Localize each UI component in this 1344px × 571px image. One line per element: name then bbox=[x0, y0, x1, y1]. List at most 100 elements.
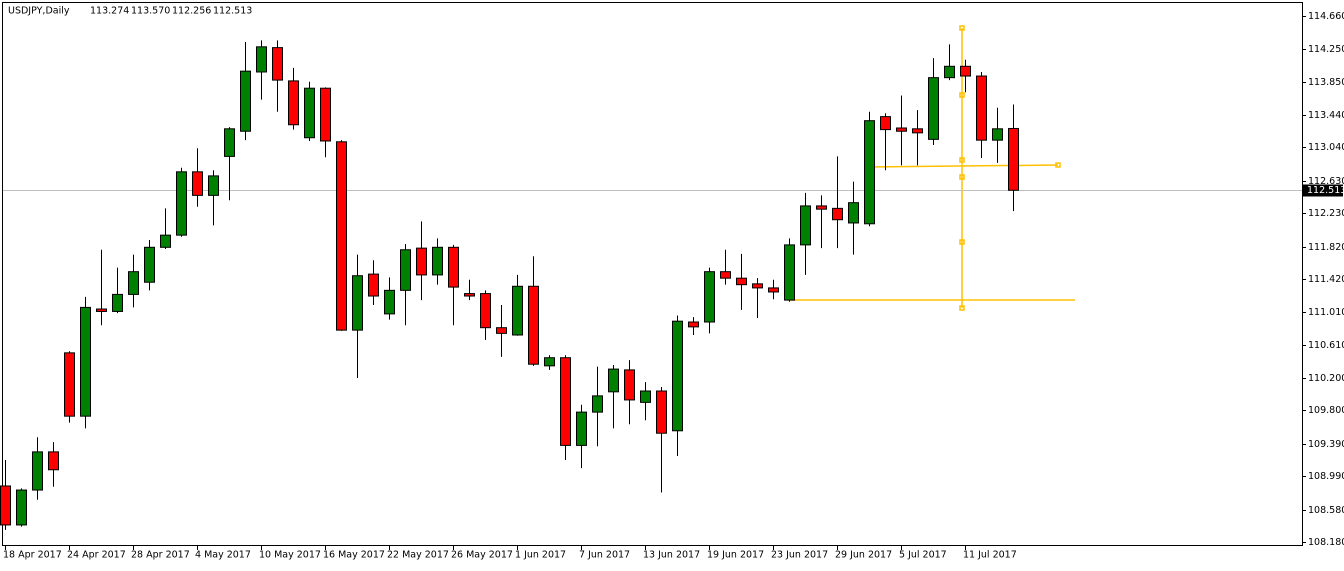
candle-body bbox=[16, 489, 27, 526]
candle-body bbox=[672, 320, 683, 432]
candle-body bbox=[832, 207, 843, 221]
candle-body bbox=[288, 80, 299, 126]
candle-body bbox=[512, 285, 523, 336]
candle-body bbox=[624, 369, 635, 401]
trend-line bbox=[866, 164, 1059, 168]
candle-body bbox=[848, 202, 859, 224]
handle bbox=[959, 92, 965, 98]
candle-body bbox=[544, 357, 555, 367]
y-tick-label: 110.610 bbox=[1308, 340, 1344, 351]
candle-body bbox=[592, 395, 603, 413]
candle-body bbox=[688, 321, 699, 328]
candle-body bbox=[256, 46, 267, 73]
y-tick-label: 111.420 bbox=[1308, 274, 1344, 285]
y-tick-label: 109.390 bbox=[1308, 439, 1344, 450]
plot-frame bbox=[2, 2, 1303, 546]
handle bbox=[959, 305, 965, 311]
symbol-label: USDJPY,Daily bbox=[8, 6, 70, 17]
x-tick-label: 29 Jun 2017 bbox=[835, 550, 892, 561]
candle-body bbox=[752, 283, 763, 289]
x-tick-label: 22 May 2017 bbox=[387, 550, 449, 561]
candle-body bbox=[976, 75, 987, 141]
candle-body bbox=[432, 246, 443, 276]
x-tick-label: 28 Apr 2017 bbox=[131, 550, 190, 561]
y-tick-label: 113.440 bbox=[1308, 110, 1344, 121]
y-tick-label: 109.800 bbox=[1308, 405, 1344, 416]
candle-body bbox=[1008, 127, 1019, 191]
y-tick-label: 113.850 bbox=[1308, 77, 1344, 88]
candle-body bbox=[352, 275, 363, 331]
candle-body bbox=[656, 390, 667, 434]
candle-body bbox=[416, 247, 427, 276]
x-tick-label: 23 Jun 2017 bbox=[771, 550, 828, 561]
y-tick-label: 111.820 bbox=[1308, 242, 1344, 253]
x-tick-label: 4 May 2017 bbox=[195, 550, 251, 561]
candle-body bbox=[720, 271, 731, 279]
handle bbox=[1055, 162, 1061, 168]
y-tick-label: 112.230 bbox=[1308, 208, 1344, 219]
candle-body bbox=[736, 277, 747, 286]
x-tick-label: 18 Apr 2017 bbox=[3, 550, 62, 561]
candle-body bbox=[272, 47, 283, 81]
y-tick-label: 110.200 bbox=[1308, 373, 1344, 384]
candle-body bbox=[896, 127, 907, 132]
candle-body bbox=[880, 116, 891, 131]
candle-body bbox=[560, 357, 571, 446]
candle-body bbox=[912, 128, 923, 134]
handle bbox=[959, 25, 965, 31]
candle-body bbox=[208, 175, 219, 196]
candle-body bbox=[320, 87, 331, 142]
y-tick-label: 114.660 bbox=[1308, 11, 1344, 22]
y-tick-label: 114.250 bbox=[1308, 44, 1344, 55]
x-tick-label: 10 May 2017 bbox=[259, 550, 321, 561]
handle bbox=[959, 174, 965, 180]
y-tick-label: 108.990 bbox=[1308, 471, 1344, 482]
ohlc-label: 113.274 bbox=[90, 6, 129, 17]
candle-body bbox=[80, 306, 91, 417]
x-tick-label: 26 May 2017 bbox=[451, 550, 513, 561]
candle-body bbox=[112, 293, 123, 312]
candle-body bbox=[608, 368, 619, 393]
candle-body bbox=[864, 120, 875, 225]
candle-body bbox=[576, 411, 587, 446]
candle-body bbox=[48, 451, 59, 471]
candle-body bbox=[224, 128, 235, 157]
candle-body bbox=[928, 77, 939, 140]
last-price-label: 112.513 bbox=[1307, 185, 1344, 196]
x-tick-label: 5 Jul 2017 bbox=[899, 550, 947, 561]
handle bbox=[959, 239, 965, 245]
candle-body bbox=[96, 308, 107, 312]
candle-body bbox=[304, 87, 315, 139]
ohlc-label: 112.513 bbox=[213, 6, 252, 17]
handle bbox=[959, 157, 965, 163]
ohlc-label: 113.570 bbox=[131, 6, 170, 17]
candle-body bbox=[640, 390, 651, 403]
candle-body bbox=[240, 70, 251, 132]
y-tick-label: 108.180 bbox=[1308, 537, 1344, 548]
candle-body bbox=[496, 327, 507, 334]
candle-body bbox=[992, 128, 1003, 141]
candle-body bbox=[400, 249, 411, 291]
x-tick-label: 11 Jul 2017 bbox=[963, 550, 1017, 561]
x-tick-label: 16 May 2017 bbox=[323, 550, 385, 561]
candle-body bbox=[0, 485, 11, 526]
candle-body bbox=[528, 285, 539, 365]
candle-body bbox=[128, 271, 139, 295]
candle-body bbox=[368, 273, 379, 297]
x-tick-label: 13 Jun 2017 bbox=[643, 550, 700, 561]
candle-body bbox=[32, 451, 43, 491]
x-tick-label: 24 Apr 2017 bbox=[67, 550, 126, 561]
y-tick-label: 113.040 bbox=[1308, 142, 1344, 153]
y-tick-label: 108.580 bbox=[1308, 505, 1344, 516]
x-tick-label: 1 Jun 2017 bbox=[515, 550, 566, 561]
candle-body bbox=[784, 244, 795, 301]
candle-body bbox=[192, 171, 203, 196]
ohlc-label: 112.256 bbox=[172, 6, 211, 17]
x-tick-label: 7 Jun 2017 bbox=[579, 550, 630, 561]
candle-body bbox=[960, 65, 971, 77]
candle-body bbox=[448, 246, 459, 288]
candle-body bbox=[800, 205, 811, 246]
candle-body bbox=[480, 293, 491, 329]
y-tick-label: 112.630 bbox=[1308, 176, 1344, 187]
